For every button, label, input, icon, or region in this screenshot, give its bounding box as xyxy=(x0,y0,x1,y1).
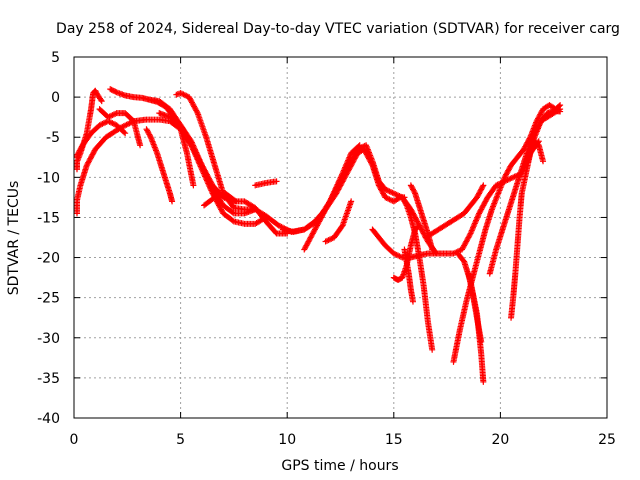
data-point xyxy=(112,88,119,95)
data-point xyxy=(409,298,416,305)
series-arc-26 xyxy=(525,107,564,165)
data-point xyxy=(466,231,473,238)
data-point xyxy=(480,378,487,385)
data-point xyxy=(121,129,128,136)
y-tick-label: -10 xyxy=(37,170,60,186)
data-point xyxy=(97,96,104,103)
y-tick-label: -15 xyxy=(37,210,60,226)
series-arc-11 xyxy=(252,178,280,189)
data-point xyxy=(540,158,547,165)
data-point xyxy=(429,346,436,353)
data-point xyxy=(193,108,200,115)
plot-frame xyxy=(73,56,608,419)
grid-lines xyxy=(74,57,607,418)
series-arc-18 xyxy=(401,246,416,305)
series-arc-5 xyxy=(107,86,197,189)
chart-title: Day 258 of 2024, Sidereal Day-to-day VTE… xyxy=(56,21,620,37)
data-point xyxy=(252,206,259,213)
y-tick-label: -40 xyxy=(37,411,60,427)
y-tick-label: -30 xyxy=(37,331,60,347)
y-tick-label: 5 xyxy=(51,50,60,66)
data-point xyxy=(233,198,240,205)
series-arc-6 xyxy=(143,126,176,205)
series-arc-21 xyxy=(450,102,564,365)
x-tick-label: 15 xyxy=(385,432,403,448)
data-point xyxy=(98,98,105,105)
data-point xyxy=(190,182,197,189)
x-tick-label: 25 xyxy=(598,432,616,448)
data-point xyxy=(338,223,345,230)
x-tick-label: 0 xyxy=(70,432,79,448)
data-point xyxy=(169,198,176,205)
data-point xyxy=(478,338,485,345)
y-tick-label: -20 xyxy=(37,251,60,267)
data-point xyxy=(415,223,422,230)
data-point xyxy=(479,183,486,190)
series-arc-14 xyxy=(322,198,355,245)
data-point xyxy=(137,142,144,149)
x-axis-label: GPS time / hours xyxy=(281,458,398,474)
data-point xyxy=(429,246,436,253)
series-arc-3 xyxy=(74,87,105,173)
y-tick-label: -25 xyxy=(37,291,60,307)
data-point xyxy=(229,209,236,216)
series-arc-17 xyxy=(399,194,436,353)
series-arc-22 xyxy=(454,250,487,385)
data-point xyxy=(147,132,154,139)
data-point xyxy=(348,198,355,205)
data-point xyxy=(273,178,280,185)
data-point xyxy=(122,130,129,137)
series-arc-4 xyxy=(96,106,144,149)
x-tick-label: 20 xyxy=(491,432,509,448)
series-arc-25 xyxy=(508,138,547,321)
series-arc-9 xyxy=(156,110,259,217)
y-axis-label: SDTVAR / TECUs xyxy=(6,181,22,296)
data-point xyxy=(416,222,423,229)
data-point xyxy=(411,189,418,196)
y-tick-label: 0 xyxy=(51,90,60,106)
data-point xyxy=(402,201,409,208)
y-tick-label: -5 xyxy=(46,130,60,146)
series-arc-20 xyxy=(422,182,487,241)
data-marks xyxy=(74,86,564,385)
series-arc-10 xyxy=(201,190,240,209)
data-point xyxy=(557,108,564,115)
data-point xyxy=(229,217,236,224)
series-arc-23 xyxy=(465,270,485,345)
data-point xyxy=(231,197,238,204)
y-tick-label: -35 xyxy=(37,371,60,387)
data-point xyxy=(480,182,487,189)
x-tick-label: 5 xyxy=(176,432,185,448)
x-tick-label: 10 xyxy=(278,432,296,448)
axis-ticks: 0 5 10 15 20 25 5 0 -5 -10 -15 -20 -25 -30 -35 -40 xyxy=(37,50,616,448)
